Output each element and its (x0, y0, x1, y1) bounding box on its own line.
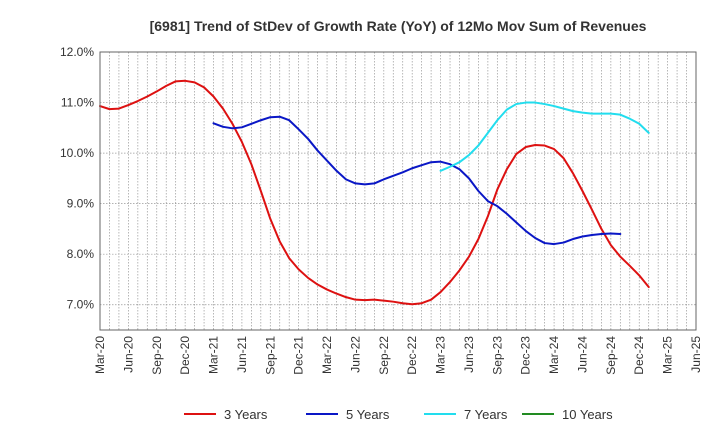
legend: 3 Years 5 Years 7 Years 10 Years (184, 407, 613, 422)
x-tick-label: Mar-22 (320, 336, 334, 374)
x-tick-label: Jun-20 (121, 336, 135, 373)
axis-labels: 7.0% 8.0% 9.0% 10.0% 11.0% 12.0% Mar-20 Jun-20 S… (60, 45, 703, 375)
x-tick-label: Mar-20 (93, 336, 107, 374)
series-line-3-years (99, 79, 650, 306)
x-tick-label: Sep-24 (604, 336, 618, 375)
legend-label: 10 Years (562, 407, 613, 422)
x-tick-label: Jun-22 (348, 336, 362, 373)
x-tick-label: Jun-23 (462, 336, 476, 373)
data-series (99, 79, 650, 306)
legend-label: 5 Years (346, 407, 390, 422)
x-tick-label: Dec-20 (178, 336, 192, 375)
legend-label: 3 Years (224, 407, 268, 422)
x-tick-label: Dec-24 (632, 336, 646, 375)
x-tick-label: Mar-25 (661, 336, 675, 374)
x-tick-label: Mar-23 (434, 336, 448, 374)
series-line-5-years (212, 115, 622, 246)
y-tick-label: 12.0% (60, 45, 94, 59)
x-tick-label: Sep-20 (150, 336, 164, 375)
x-tick-label: Sep-22 (377, 336, 391, 375)
x-tick-label: Mar-24 (547, 336, 561, 374)
plot-frame (99, 51, 697, 331)
x-tick-label: Sep-21 (263, 336, 277, 375)
series-line-7-years (439, 101, 650, 172)
x-tick-label: Dec-21 (292, 336, 306, 375)
x-tick-label: Dec-23 (519, 336, 533, 375)
y-tick-label: 8.0% (67, 247, 95, 261)
x-tick-label: Jun-21 (235, 336, 249, 373)
x-tick-label: Jun-24 (575, 336, 589, 373)
x-tick-label: Jun-25 (689, 336, 703, 373)
x-tick-label: Mar-21 (207, 336, 221, 374)
grid-lines (100, 51, 696, 330)
x-tick-label: Sep-23 (490, 336, 504, 375)
y-tick-label: 11.0% (61, 96, 94, 110)
y-tick-label: 7.0% (67, 298, 95, 312)
legend-label: 7 Years (464, 407, 508, 422)
chart-title: [6981] Trend of StDev of Growth Rate (Yo… (150, 18, 647, 34)
x-tick-label: Dec-22 (405, 336, 419, 375)
y-tick-label: 9.0% (67, 197, 95, 211)
y-tick-label: 10.0% (60, 146, 94, 160)
